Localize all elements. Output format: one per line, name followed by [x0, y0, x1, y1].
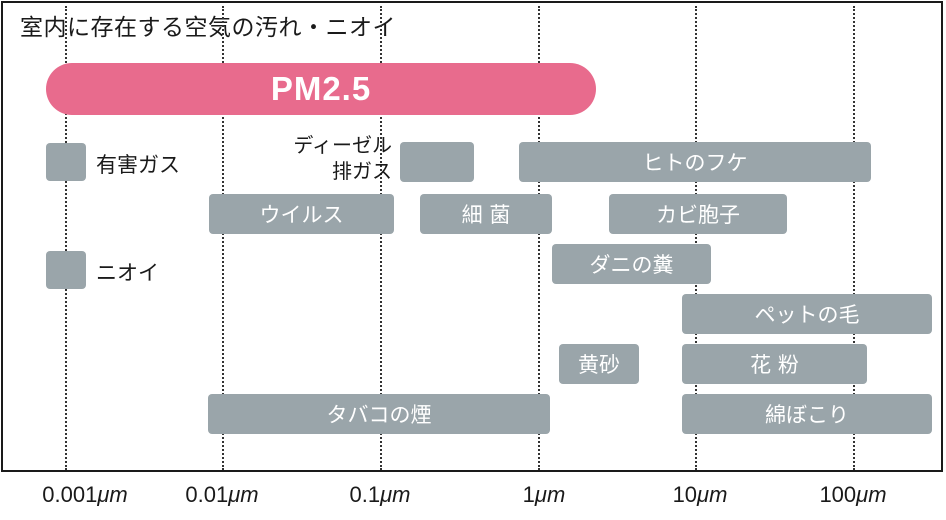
bar-house-dust: 綿ぼこり: [682, 394, 932, 434]
tick-label-0-01: 0.01μm: [185, 482, 259, 507]
gridline-100: [853, 6, 855, 470]
bar-human-dander: ヒトのフケ: [519, 142, 871, 182]
diesel-exhaust-label-line1: ディーゼル: [293, 133, 392, 157]
diagram-frame: [1, 1, 943, 472]
tick-label-100: 100μm: [819, 482, 887, 507]
bar-mold-spores: カビ胞子: [609, 194, 787, 234]
bar-virus: ウイルス: [209, 194, 394, 234]
tick-label-0-1: 0.1μm: [349, 482, 411, 507]
gridline-1: [538, 6, 540, 470]
tick-label-0-001: 0.001μm: [42, 482, 128, 507]
bar-diesel-exhaust: [400, 142, 474, 182]
odor-swatch-icon: [46, 251, 86, 289]
bar-yellow-sand: 黄砂: [559, 344, 639, 384]
diesel-exhaust-label-line2: 排ガス: [332, 159, 392, 183]
gridline-0-01: [222, 6, 224, 470]
bar-mite-feces: ダニの糞: [552, 244, 711, 284]
bar-pollen: 花 粉: [682, 344, 867, 384]
harmful-gas-label: 有害ガス: [96, 153, 180, 177]
bar-tobacco-smoke: タバコの煙: [208, 394, 550, 434]
odor-label: ニオイ: [96, 261, 159, 285]
harmful-gas-swatch-icon: [46, 143, 86, 181]
tick-label-1: 1μm: [522, 482, 566, 507]
tick-label-10: 10μm: [672, 482, 728, 507]
gridline-0-1: [380, 6, 382, 470]
diesel-exhaust-label: ディーゼル 排ガス: [284, 132, 392, 184]
pm25-bar: PM2.5: [46, 63, 596, 115]
gridline-0-001: [65, 6, 67, 470]
bar-bacteria: 細 菌: [420, 194, 552, 234]
gridline-10: [695, 6, 697, 470]
diagram-title: 室内に存在する空気の汚れ・ニオイ: [20, 15, 396, 41]
bar-pet-hair: ペットの毛: [682, 294, 932, 334]
